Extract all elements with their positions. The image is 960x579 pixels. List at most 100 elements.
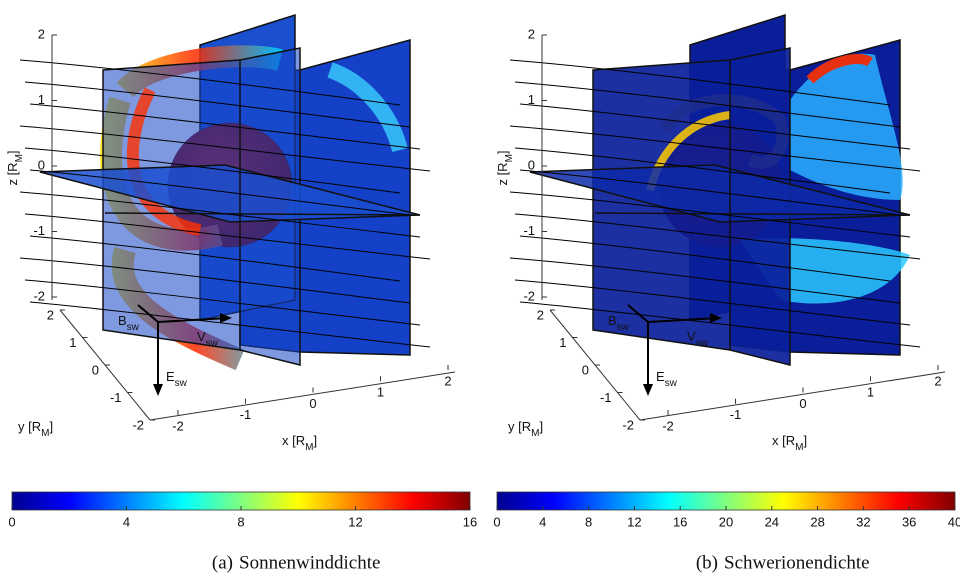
field-line [29, 103, 421, 150]
arrow-head [643, 384, 653, 396]
x-tick-label: -2 [662, 418, 674, 433]
label-sub: M [41, 428, 49, 439]
vector-name: E [656, 369, 665, 384]
y-tick-label: 2 [47, 307, 54, 322]
field-line [19, 257, 411, 304]
colorbar-tick-label: 36 [902, 514, 916, 529]
vector-name: E [166, 369, 175, 384]
vector-name: V [687, 329, 696, 344]
x-tick-label: 0 [309, 396, 316, 411]
label-tail: ] [5, 150, 20, 154]
field-line [24, 279, 421, 326]
caption-label: (a) [212, 552, 233, 573]
label-main: y [R [18, 419, 41, 434]
field-line [509, 125, 921, 172]
field-line [514, 213, 921, 260]
caption: Sonnenwinddichte [239, 552, 380, 573]
field-line [514, 279, 911, 326]
z-tick-label: 0 [38, 157, 45, 172]
vector-sub: sw [206, 338, 219, 349]
colorbar-tick-label: 0 [493, 514, 500, 529]
colorbar-tick-label: 40 [948, 514, 960, 529]
x-axis-label: x [RM] [772, 433, 807, 453]
vector-name: B [118, 313, 127, 328]
colorbar-tick-label: 24 [765, 514, 779, 529]
vector-name: B [608, 313, 617, 328]
colorbar-tick-label: 8 [237, 514, 244, 529]
z-tick-label: 2 [528, 26, 535, 41]
colorbar-tick-label: 4 [123, 514, 130, 529]
label-tail: ] [49, 419, 53, 434]
field-line [24, 147, 401, 194]
label-tail: ] [495, 150, 510, 154]
arrow-head [153, 384, 163, 396]
label-tail: ] [313, 433, 317, 448]
colorbar-tick-label: 16 [673, 514, 687, 529]
y-tick-label: -1 [110, 390, 122, 405]
vector-label: Bsw [608, 313, 630, 333]
y-tick-label: 1 [69, 335, 76, 350]
scene-3d [509, 13, 921, 366]
label-sub: M [795, 442, 803, 453]
y-tick-label: -2 [622, 417, 634, 432]
caption: Schwerionendichte [724, 552, 870, 573]
colorbar-tick-label: 4 [539, 514, 546, 529]
plane-edge [104, 212, 421, 216]
plane-edge [594, 212, 911, 216]
colorbar-tick-label: 0 [8, 514, 15, 529]
vector-sub: sw [127, 322, 140, 333]
vector-b [627, 304, 649, 323]
caption-label: (b) [696, 552, 718, 573]
z-tick-label: -2 [33, 288, 45, 303]
field-line [509, 59, 891, 106]
label-sub: M [14, 154, 25, 162]
x-axis-label: x [RM] [282, 433, 317, 453]
label-main: z [R [5, 162, 20, 185]
arrow-head [710, 313, 722, 323]
density-band [327, 62, 408, 153]
label-sub: M [305, 442, 313, 453]
y-axis-label: y [RM] [508, 419, 543, 439]
field-line [24, 81, 411, 128]
y-tick-label: 2 [537, 307, 544, 322]
y-tick-label: 0 [582, 362, 589, 377]
field-line [509, 191, 911, 238]
vector-label: Esw [166, 369, 188, 389]
vector-sub: sw [696, 338, 709, 349]
field-line [509, 257, 901, 304]
colorbar-tick-label: 8 [585, 514, 592, 529]
field-line [514, 81, 901, 128]
field-line [519, 103, 911, 150]
vector-sub: sw [617, 322, 630, 333]
z-tick-label: 1 [528, 92, 535, 107]
colorbar-tick-label: 28 [810, 514, 824, 529]
z-tick-label: -2 [523, 288, 535, 303]
z-tick-label: 2 [38, 26, 45, 41]
label-main: x [R [772, 433, 795, 448]
field-line [19, 191, 421, 238]
label-tail: ] [803, 433, 807, 448]
x-tick-label: -2 [172, 418, 184, 433]
z-tick-label: -1 [523, 223, 535, 238]
vector-label: Vsw [197, 329, 219, 349]
vector-label: Vsw [687, 329, 709, 349]
colorbar-tick-label: 12 [348, 514, 362, 529]
field-line [24, 213, 431, 260]
y-tick-label: -2 [132, 417, 144, 432]
label-tail: ] [539, 419, 543, 434]
label-main: x [R [282, 433, 305, 448]
scene-3d [19, 13, 431, 371]
y-tick-label: 1 [559, 335, 566, 350]
arrow-head [220, 313, 232, 323]
label-main: y [R [508, 419, 531, 434]
field-line [19, 125, 431, 172]
field-line [19, 59, 401, 106]
field-line [29, 235, 401, 282]
vector-v [647, 317, 719, 323]
x-tick-label: -1 [240, 407, 252, 422]
vector-name: V [197, 329, 206, 344]
vector-sub: sw [175, 378, 188, 389]
field-line [519, 235, 891, 282]
x-axis [149, 371, 456, 421]
